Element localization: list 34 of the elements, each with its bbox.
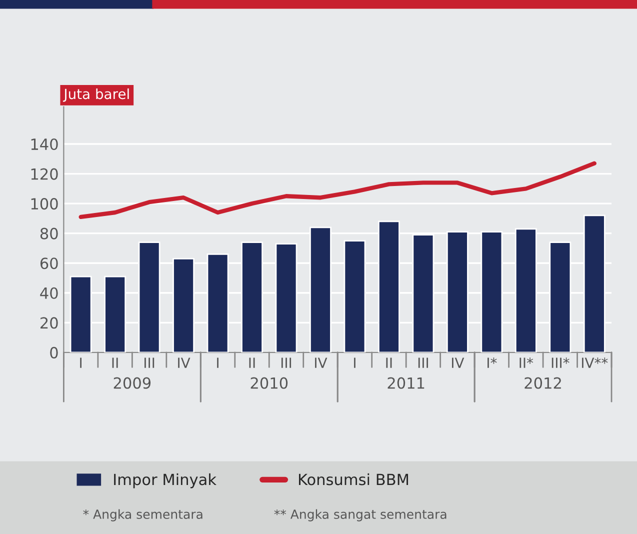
y-tick-label: 80 (40, 228, 58, 240)
y-tick-label: 40 (40, 287, 58, 299)
y-tick-label: 140 (31, 138, 58, 150)
x-tick-label: I* (488, 358, 497, 368)
y-tick-label: 120 (31, 168, 58, 180)
text: 2011 (388, 377, 424, 389)
x-tick-label: II (386, 358, 392, 368)
x-tick-label: IV (178, 358, 190, 368)
y-tick-label: 20 (40, 317, 58, 329)
text: ** Angka sangat sementara (274, 509, 446, 522)
x-tick-label: IV (452, 358, 464, 368)
y-tick-label: 60 (40, 258, 58, 270)
x-tick-label: I (80, 358, 82, 368)
y-axis-title: Juta barel (62, 88, 129, 102)
x-tick-label: IV (315, 358, 328, 368)
x-tick-label: III* (552, 358, 570, 368)
x-tick-label: I (354, 358, 356, 368)
legend-label: Impor Minyak (114, 473, 216, 488)
x-tick-label: I (217, 358, 218, 368)
legend-label: Konsumsi BBM (298, 473, 408, 486)
y-tick-label: 100 (31, 198, 58, 210)
text: 2010 (250, 377, 288, 389)
x-tick-label: II* (520, 358, 534, 368)
x-tick-label: III (144, 358, 154, 368)
text: 2012 (524, 377, 561, 389)
text: 2009 (114, 377, 151, 389)
text: * Angka sementara (83, 509, 202, 522)
y-tick-label: 0 (50, 346, 58, 358)
x-tick-label: IV** (582, 358, 608, 368)
x-tick-label: II (249, 358, 255, 368)
x-tick-label: II (112, 358, 118, 368)
x-tick-label: III (281, 358, 292, 368)
line-series (78, 161, 596, 220)
x-tick-label: III (418, 358, 428, 368)
